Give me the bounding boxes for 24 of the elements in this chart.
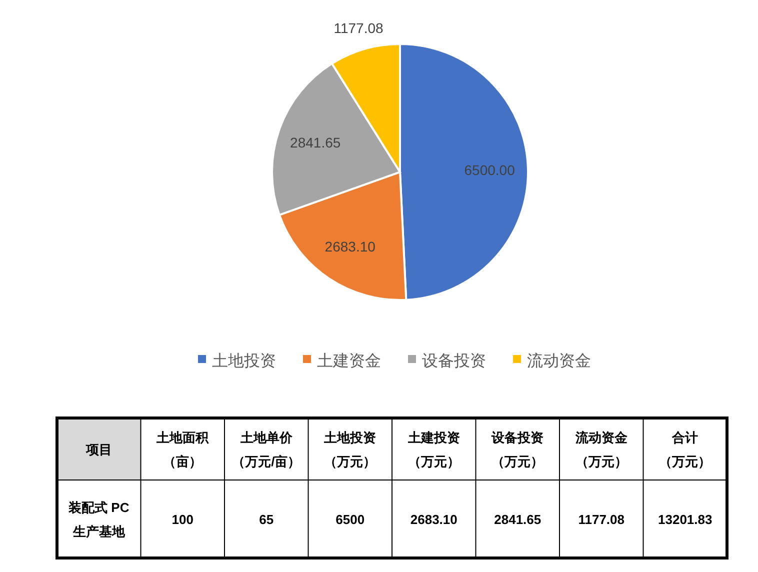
text: 1177.08 <box>578 512 625 527</box>
text: 65 <box>259 512 274 527</box>
text: 土地面积（亩） <box>156 430 210 469</box>
text: 2841.65 <box>494 512 542 527</box>
legend-label: 土建资金 <box>317 352 381 370</box>
text: 流动资金（万元） <box>574 430 628 469</box>
data-label: 2683.10 <box>324 238 376 254</box>
text: 设备投资（万元） <box>490 430 544 469</box>
data-label: 1177.08 <box>334 20 384 36</box>
data-label: 6500.00 <box>464 162 516 178</box>
text: 合计（万元） <box>659 430 712 469</box>
text: 土建投资（万元） <box>406 430 460 469</box>
text: 13201.83 <box>658 512 712 527</box>
legend-label: 土地投资 <box>212 352 276 370</box>
text: 6500 <box>336 512 365 527</box>
data-label: 2841.65 <box>290 134 341 151</box>
text: 土地投资（万元） <box>323 430 376 469</box>
text: 土地单价（万元/亩） <box>232 430 301 469</box>
text: 装配式 PC生产基地 <box>68 500 130 539</box>
text: 2683.10 <box>410 512 458 527</box>
text: 项目 <box>84 442 112 457</box>
text: 100 <box>172 512 194 527</box>
legend-label: 流动资金 <box>527 352 591 370</box>
legend-label: 设备投资 <box>422 352 486 370</box>
